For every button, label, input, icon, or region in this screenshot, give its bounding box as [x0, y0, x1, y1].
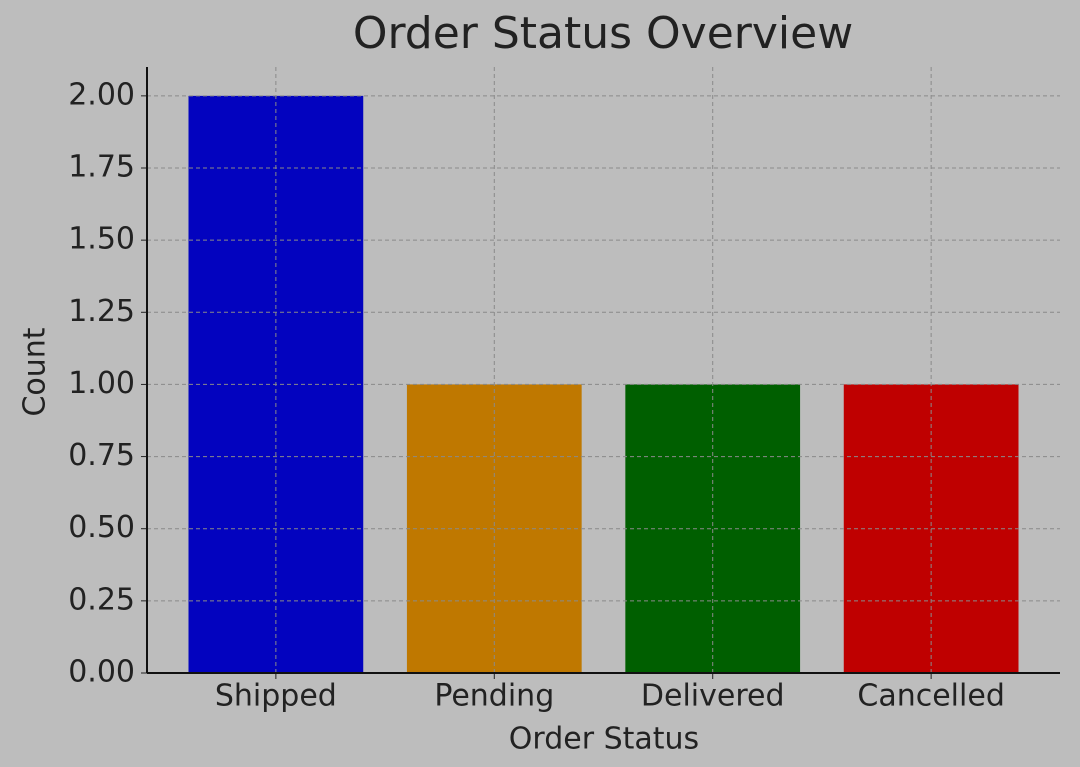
y-tick-label: 0.00	[68, 655, 135, 690]
y-tick-label: 0.50	[68, 510, 135, 545]
y-tick-label: 0.25	[68, 582, 135, 617]
y-tick-label: 0.75	[68, 438, 135, 473]
y-tick-label: 2.00	[68, 77, 135, 112]
y-tick-label: 1.50	[68, 222, 135, 257]
chart-title: Order Status Overview	[353, 8, 853, 59]
x-tick-label: Cancelled	[857, 679, 1004, 714]
y-tick-label: 1.75	[68, 150, 135, 185]
x-tick-label: Shipped	[215, 679, 337, 714]
y-tick-label: 1.25	[68, 294, 135, 329]
x-axis-label: Order Status	[509, 722, 699, 757]
y-tick-label: 1.00	[68, 366, 135, 401]
x-tick-label: Pending	[434, 679, 554, 714]
x-tick-label: Delivered	[641, 679, 785, 714]
y-axis-label: Count	[18, 327, 53, 416]
